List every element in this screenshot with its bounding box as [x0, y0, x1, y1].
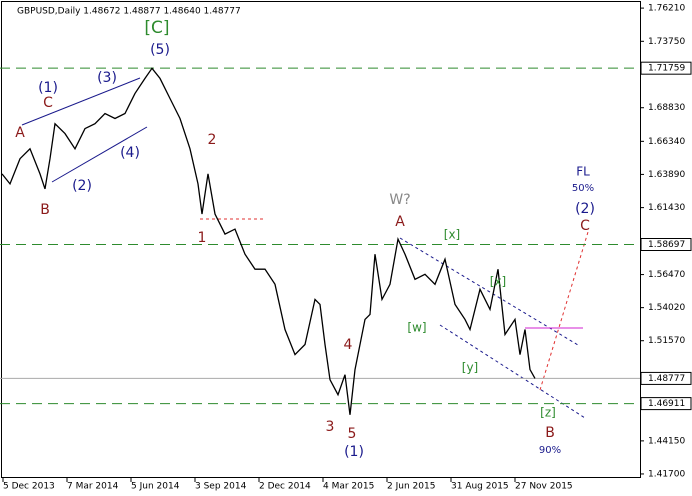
x-tick-label: 7 Mar 2014	[67, 482, 119, 492]
wave-label: C	[580, 218, 590, 234]
chart-header: GBPUSD,Daily 1.48672 1.48877 1.48640 1.4…	[17, 7, 241, 17]
y-tick-label: 1.76210	[648, 4, 685, 14]
y-tick-label: 1.44150	[648, 436, 685, 446]
wave-label: [y]	[462, 361, 478, 375]
channel-line	[51, 126, 148, 183]
wave-label: W?	[389, 192, 410, 208]
wave-label: (5)	[150, 42, 170, 58]
x-tick-label: 4 Mar 2015	[323, 482, 374, 492]
wave-label: (2)	[575, 201, 595, 217]
wave-label: 3	[326, 419, 335, 435]
x-tick-label: 2 Dec 2014	[259, 482, 311, 492]
wave-label: 50%	[572, 183, 594, 194]
wave-label: (1)	[344, 444, 364, 460]
y-tick-label: 1.68830	[648, 103, 685, 113]
wave-label: [z]	[540, 406, 556, 420]
wave-label: [x]	[444, 228, 460, 242]
y-tick-label: 1.61430	[648, 203, 685, 213]
x-tick-label: 3 Sep 2014	[195, 482, 247, 492]
wave-label: [w]	[407, 321, 426, 335]
wave-label: (3)	[97, 70, 117, 86]
x-tick-label: 5 Dec 2013	[3, 482, 55, 492]
y-tick-label: 1.73750	[648, 37, 685, 47]
wave-label: B	[545, 425, 555, 441]
wave-label: 4	[344, 337, 353, 353]
y-tick-label: 1.66340	[648, 137, 685, 147]
wave-label: B	[40, 202, 50, 218]
wave-label: (1)	[38, 80, 58, 96]
x-tick-label: 27 Nov 2015	[515, 482, 573, 492]
level-label: 1.48777	[648, 374, 685, 384]
level-label-box	[640, 371, 692, 385]
wave-label: [C]	[144, 18, 169, 38]
wave-label: 2	[208, 132, 217, 148]
level-label: 1.71759	[648, 64, 685, 74]
level-label-box	[640, 61, 692, 75]
y-tick-label: 1.54020	[648, 303, 685, 313]
x-tick-label: 2 Jun 2015	[387, 482, 435, 492]
wave-label: [x]	[490, 275, 506, 289]
wave-label: 5	[348, 426, 357, 442]
wave-label: (4)	[120, 145, 140, 161]
wave-label: (2)	[72, 178, 92, 194]
wave-label: 1	[198, 230, 207, 246]
level-label-box	[640, 238, 692, 252]
y-tick-label: 1.56470	[648, 270, 685, 280]
wave-label: A	[395, 214, 405, 230]
wave-label: C	[43, 95, 53, 111]
level-label: 1.46911	[648, 399, 685, 409]
y-tick-label: 1.51570	[648, 336, 685, 346]
x-tick-label: 31 Aug 2015	[451, 482, 509, 492]
channel-line	[399, 237, 579, 346]
wave-label: FL	[576, 165, 590, 179]
price-line	[1, 67, 536, 415]
wave-label: A	[15, 125, 25, 141]
y-tick-label: 1.41700	[648, 469, 685, 479]
level-label: 1.58697	[648, 240, 685, 250]
channel-line	[439, 324, 586, 419]
level-label-box	[640, 397, 692, 411]
y-tick-label: 1.63890	[648, 170, 685, 180]
channel-line	[21, 77, 141, 126]
wave-label: 90%	[539, 445, 561, 456]
x-tick-label: 5 Jun 2014	[131, 482, 180, 492]
